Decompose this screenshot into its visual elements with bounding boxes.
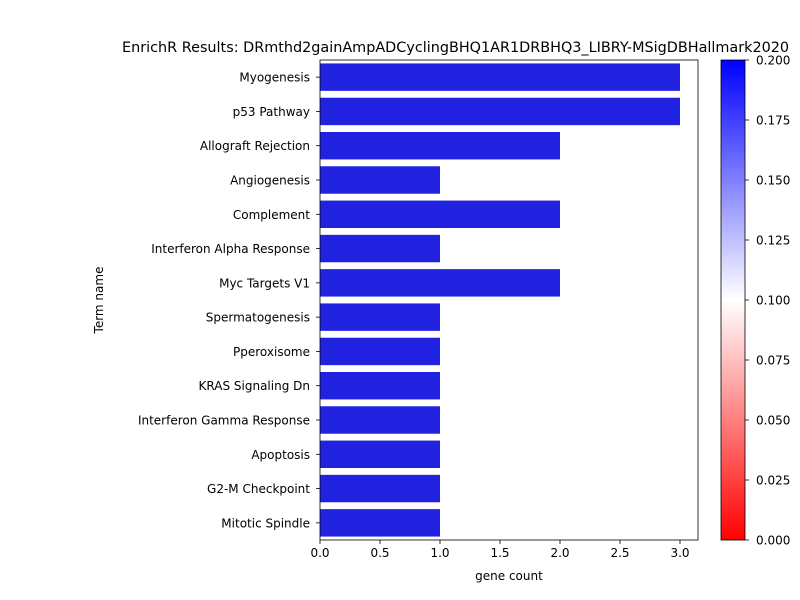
bar bbox=[320, 200, 560, 228]
y-axis-label: Term name bbox=[92, 267, 106, 335]
plot-area: Myogenesis p53 Pathway Allograft Rejection… bbox=[138, 59, 699, 560]
y-tick-label: KRAS Signaling Dn bbox=[199, 379, 310, 393]
y-tick-label: Myc Targets V1 bbox=[219, 276, 310, 290]
bar bbox=[320, 63, 680, 91]
colorbar-gradient bbox=[720, 59, 746, 541]
x-tick-label: 1.5 bbox=[490, 546, 509, 560]
y-tick-label: Complement bbox=[233, 208, 310, 222]
colorbar-tick-label: 0.000 bbox=[756, 534, 790, 548]
bar bbox=[320, 474, 440, 503]
y-tick-label: G2-M Checkpoint bbox=[207, 482, 310, 496]
colorbar: 0.000 0.025 0.050 0.075 0.100 0.125 0.150 0.175… bbox=[720, 54, 790, 548]
y-tick-label: Interferon Gamma Response bbox=[138, 414, 310, 428]
bar bbox=[320, 234, 440, 263]
bar bbox=[320, 269, 560, 297]
y-tick-label: Interferon Alpha Response bbox=[151, 242, 310, 256]
axes-frame bbox=[319, 59, 699, 541]
y-tick-label: Angiogenesis bbox=[230, 174, 310, 188]
x-tick-label: 3.0 bbox=[670, 546, 689, 560]
x-tick-label: 1.0 bbox=[430, 546, 449, 560]
y-tick-label: p53 Pathway bbox=[233, 105, 310, 119]
x-axis-label: gene count bbox=[475, 569, 543, 583]
y-tick-label: Spermatogenesis bbox=[206, 311, 310, 325]
colorbar-tick-label: 0.050 bbox=[756, 414, 790, 428]
y-tick-label: Mitotic Spindle bbox=[221, 516, 310, 530]
bar bbox=[320, 440, 440, 468]
bar bbox=[320, 337, 440, 366]
bar bbox=[320, 303, 440, 331]
bar bbox=[320, 166, 440, 194]
bar bbox=[320, 132, 560, 160]
colorbar-tick-label: 0.100 bbox=[756, 294, 790, 308]
x-tick-label: 2.5 bbox=[610, 546, 629, 560]
y-tick-label: Allograft Rejection bbox=[200, 139, 310, 153]
colorbar-tick-label: 0.025 bbox=[756, 474, 790, 488]
x-tick-label: 0.0 bbox=[310, 546, 329, 560]
colorbar-tick-label: 0.175 bbox=[756, 114, 790, 128]
bar bbox=[320, 406, 440, 434]
y-tick-label: Apoptosis bbox=[251, 448, 310, 462]
x-tick-label: 2.0 bbox=[550, 546, 569, 560]
bar bbox=[320, 509, 440, 537]
bar bbox=[320, 97, 680, 126]
bar bbox=[320, 372, 440, 400]
y-tick-label: Pperoxisome bbox=[233, 345, 310, 359]
y-tick-label: Myogenesis bbox=[239, 71, 310, 85]
x-tick-label: 0.5 bbox=[370, 546, 389, 560]
colorbar-tick-label: 0.125 bbox=[756, 234, 790, 248]
colorbar-tick-label: 0.150 bbox=[756, 174, 790, 188]
chart-title: EnrichR Results: DRmthd2gainAmpADCycling… bbox=[122, 40, 789, 56]
colorbar-tick-label: 0.200 bbox=[756, 54, 790, 68]
colorbar-tick-label: 0.075 bbox=[756, 354, 790, 368]
